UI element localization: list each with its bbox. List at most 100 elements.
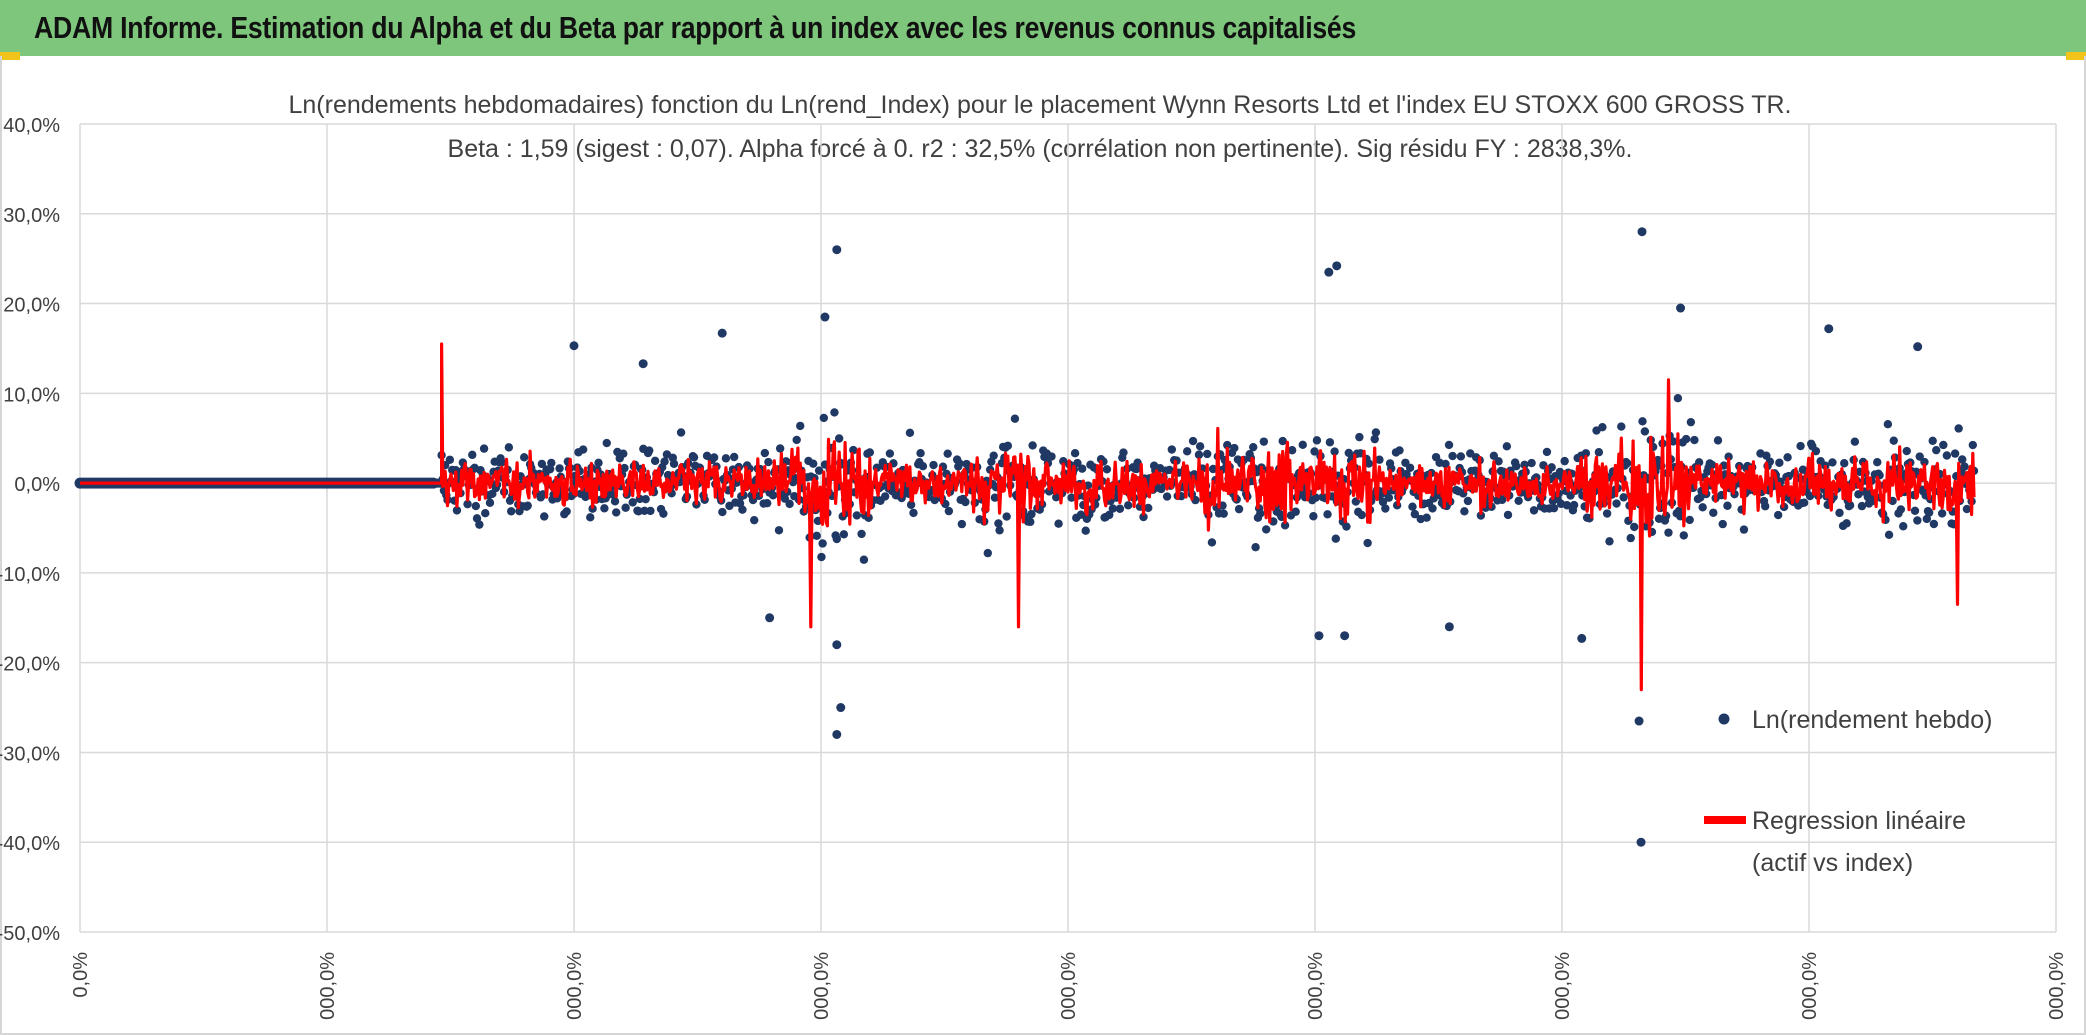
data-point [619,449,628,458]
y-tick-label: -20,0% [0,654,60,676]
data-point [1681,434,1691,444]
data-point [638,359,648,369]
data-point [1027,509,1036,519]
data-point [1899,522,1908,531]
chart-subtitle: Beta : 1,59 (sigest : 0,07). Alpha forcé… [448,135,1633,163]
data-point [1278,436,1287,446]
data-point [1182,447,1192,456]
data-point [1077,464,1087,473]
data-point [1960,462,1969,471]
data-point [1219,509,1228,518]
data-point [569,341,579,351]
data-point [1939,440,1948,450]
data-point [764,457,773,467]
data-point [1773,510,1783,520]
data-point [1694,458,1704,467]
data-point [1634,716,1644,726]
data-point [471,501,481,511]
data-point [1529,506,1539,515]
data-point [1280,521,1290,530]
data-point [1920,457,1929,467]
data-point [1108,504,1118,513]
data-point [1194,450,1204,459]
x-axis-ticks: 0,0% 000,0% 000,0% 000,0% 000,0% 000,0% 000,0%… [70,952,2068,1020]
data-point [943,449,952,458]
data-point [1679,531,1688,540]
data-point [796,421,805,431]
data-point [1325,438,1335,447]
data-point [765,613,775,623]
x-tick-label: 000,0% [1058,952,1080,1020]
data-point [961,497,970,507]
data-point [1203,449,1212,459]
data-point [1207,538,1217,547]
data-point [1503,510,1513,520]
data-point [830,408,839,417]
data-point [650,456,660,466]
data-point [774,526,784,535]
data-point [809,459,818,468]
data-point [1857,501,1867,511]
data-point [1626,533,1635,543]
data-point [1775,458,1784,467]
data-point [1962,504,1972,514]
data-point [1514,496,1523,506]
data-point [852,511,862,520]
data-point [1547,463,1556,472]
data-point [709,453,719,462]
data-point [820,312,830,322]
series-regression [80,342,1976,692]
data-point [445,455,455,464]
y-tick-label: 20,0% [3,295,60,317]
data-point [689,453,699,462]
data-point [905,428,915,437]
data-point [1291,507,1300,516]
data-point [812,531,821,541]
legend-points-label: Ln(rendement hebdo) [1752,706,1992,734]
data-point [1845,501,1855,510]
data-point [721,454,731,463]
y-tick-label: -50,0% [0,923,60,945]
data-point [1355,432,1364,442]
data-point [738,505,747,514]
data-point [600,504,609,513]
data-point [1342,522,1351,531]
data-point [1840,459,1849,468]
data-point [1954,424,1963,433]
data-point [1664,528,1673,537]
data-point [1448,451,1457,461]
data-point [1144,503,1153,513]
data-point [1686,417,1696,427]
data-point [909,508,918,518]
regression-line [80,342,1976,692]
data-point [1139,512,1148,522]
data-point [485,498,495,507]
y-tick-label: -30,0% [0,743,60,765]
data-point [814,466,824,475]
data-point [1902,446,1911,456]
data-point [547,458,556,468]
series-points [74,227,1979,847]
legend: Ln(rendement hebdo) Regression linéaire … [1704,706,1992,877]
data-point [1873,458,1882,467]
data-point [990,493,1000,502]
data-point [1287,446,1297,455]
data-point [717,328,727,338]
data-point [1957,455,1967,464]
data-point [1444,622,1454,632]
data-point [475,520,484,529]
x-tick-label: 000,0% [2046,952,2068,1020]
data-point [864,513,873,522]
data-point [944,506,954,516]
data-point [1698,503,1707,512]
data-point [1640,427,1650,436]
legend-regression-label-line2: (actif vs index) [1752,849,1913,877]
data-point [1081,526,1090,535]
data-point [1002,512,1011,521]
data-point [1309,512,1318,521]
data-point [1261,525,1271,534]
data-point [1932,445,1941,455]
data-point [1842,519,1851,528]
data-point [1408,502,1417,511]
data-point [1796,441,1805,451]
